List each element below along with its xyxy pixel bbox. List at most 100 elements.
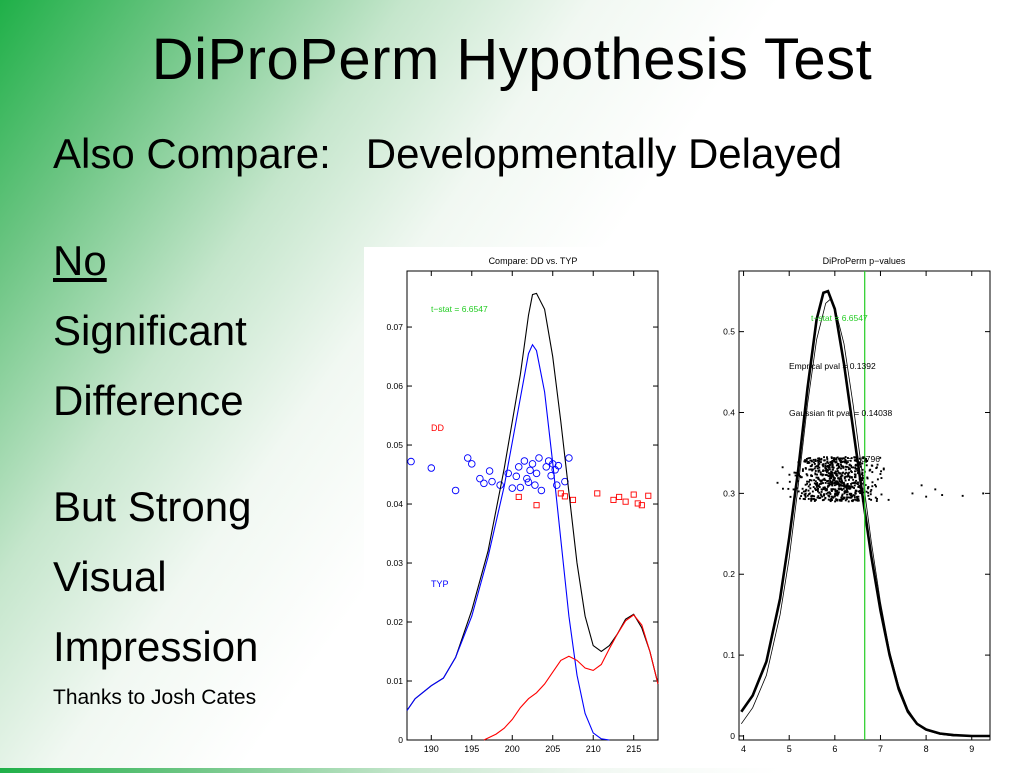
chart2-ytick-label: 0: [730, 731, 735, 741]
permutation-point: [838, 458, 841, 461]
permutation-point: [852, 478, 855, 481]
permutation-point: [825, 469, 828, 472]
permutation-point: [844, 458, 847, 461]
permutation-point: [793, 471, 796, 474]
permutation-point: [850, 471, 853, 474]
permutation-point: [941, 494, 944, 496]
permutation-point: [850, 464, 853, 467]
figure-panel: Compare: DD vs. TYP 190 195 200 205 210 215 0 0…: [364, 247, 1024, 768]
permutation-point: [850, 470, 853, 473]
subtitle-main: Developmentally Delayed: [365, 130, 843, 177]
permutation-point: [832, 468, 834, 471]
permutation-point: [809, 459, 812, 462]
typ-point: [407, 457, 415, 466]
permutation-point: [837, 491, 840, 494]
permutation-point: [825, 471, 828, 474]
chart1-tstat-label: t−stat = 6.6547: [431, 304, 488, 314]
permutation-point: [838, 478, 841, 481]
bullet-significant: Significant: [53, 307, 247, 354]
permutation-point: [880, 477, 883, 479]
permutation-point: [836, 489, 839, 492]
typ-point: [528, 460, 537, 468]
chart1-ytick-label: 0.07: [386, 322, 403, 332]
permutation-point: [825, 492, 828, 495]
permutation-point: [848, 476, 851, 479]
permutation-point: [911, 492, 914, 495]
permutation-point: [789, 495, 792, 498]
permutation-point: [828, 484, 831, 487]
permutation-point: [854, 459, 857, 462]
permutation-point: [832, 466, 835, 469]
typ-point: [427, 464, 436, 472]
permutation-point: [815, 485, 818, 488]
permutation-point: [815, 465, 818, 468]
permutation-point: [808, 468, 811, 471]
permutation-point: [818, 466, 821, 469]
permutation-point: [858, 485, 861, 487]
permutation-point: [836, 474, 839, 477]
dd-point: [533, 502, 540, 509]
permutation-point: [846, 496, 848, 499]
permutation-point: [862, 457, 865, 460]
dd-point: [638, 502, 645, 509]
permutation-point: [827, 465, 830, 467]
permutation-point: [833, 484, 836, 487]
permutation-point: [820, 473, 823, 476]
permutation-point: [831, 459, 834, 462]
permutation-point: [831, 484, 834, 487]
permutation-point: [840, 465, 843, 468]
permutation-point: [844, 479, 847, 482]
permutation-point: [835, 473, 838, 475]
permutation-point: [847, 473, 850, 476]
chart1-ytick-label: 0: [398, 735, 403, 745]
typ-point: [553, 481, 561, 489]
permutation-point: [811, 490, 814, 493]
permutation-point: [867, 494, 870, 497]
chart2-title: DiProPerm p−values: [823, 256, 906, 266]
permutation-point: [842, 498, 844, 500]
permutation-point: [847, 485, 850, 488]
permutation-point: [861, 468, 864, 471]
permutation-point: [851, 500, 854, 503]
permutation-point: [835, 498, 838, 501]
permutation-point: [839, 461, 842, 464]
permutation-point: [828, 491, 831, 494]
permutation-point: [805, 473, 808, 476]
permutation-point: [817, 457, 820, 460]
chart1-ytick-label: 0.03: [386, 558, 403, 568]
permutation-point: [828, 465, 831, 468]
permutation-point: [856, 467, 859, 470]
permutation-point: [854, 464, 857, 467]
permutation-point: [832, 496, 835, 499]
permutation-point: [845, 465, 848, 468]
permutation-point: [829, 480, 832, 483]
permutation-point: [934, 488, 937, 491]
chart2-ytick-label: 0.5: [723, 327, 735, 337]
permutation-point: [782, 487, 784, 490]
permutation-point: [861, 462, 864, 465]
permutation-point: [804, 459, 807, 462]
dd-density-line: [483, 614, 659, 741]
permutation-point: [848, 463, 851, 466]
permutation-point: [853, 473, 856, 476]
permutation-point: [871, 481, 874, 484]
permutation-point: [832, 458, 835, 461]
chart1-xtick-label: 200: [505, 744, 520, 754]
permutation-point: [808, 461, 811, 464]
permutation-point: [807, 497, 810, 500]
permutation-point: [822, 486, 825, 489]
permutation-point: [815, 488, 818, 491]
permutation-point: [861, 479, 864, 482]
chart2-ytick-label: 0.1: [723, 650, 735, 660]
permutation-point: [845, 491, 848, 494]
chart1-xtick-label: 195: [464, 744, 479, 754]
chart1-typ-label: TYP: [431, 579, 449, 589]
permutation-point: [833, 471, 836, 474]
permutation-point: [840, 457, 843, 460]
permutation-point: [813, 467, 816, 470]
permutation-point: [852, 494, 855, 497]
permutation-point: [846, 483, 849, 485]
permutation-point: [845, 484, 848, 487]
permutation-point: [846, 493, 849, 496]
permutation-point: [839, 488, 842, 491]
